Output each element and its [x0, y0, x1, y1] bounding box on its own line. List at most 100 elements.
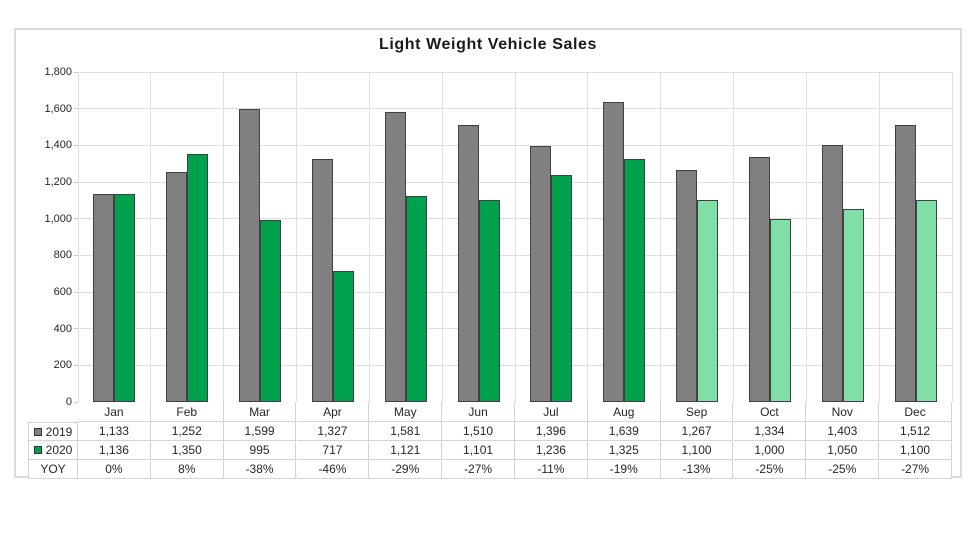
table-cell-2019-jan: 1,133 — [78, 422, 151, 441]
y-axis-label: 1,400 — [44, 139, 72, 152]
table-cell-2019-aug: 1,639 — [587, 422, 661, 441]
table-cell-yoy-feb: 8% — [150, 460, 224, 479]
month-header-nov: Nov — [806, 402, 880, 422]
y-axis-label: 1,800 — [44, 66, 72, 78]
row-header-label: 2020 — [45, 443, 73, 457]
bar-2019-may — [384, 112, 406, 402]
table-cell-2019-dec: 1,512 — [879, 422, 952, 441]
month-header-aug: Aug — [587, 402, 661, 422]
month-header-jun: Jun — [442, 402, 515, 422]
bar-2020-mar — [260, 220, 282, 402]
table-cell-yoy-jan: 0% — [78, 460, 151, 479]
table-cell-2019-mar: 1,599 — [223, 422, 297, 441]
y-axis-label: 200 — [53, 359, 72, 372]
table-cell-yoy-jul: -11% — [515, 460, 588, 479]
bar-2020-dec — [915, 200, 937, 402]
month-header-apr: Apr — [296, 402, 370, 422]
month-header-oct: Oct — [733, 402, 807, 422]
bar-2020-nov — [842, 209, 864, 402]
y-axis-tick — [74, 328, 78, 330]
table-cell-2019-may: 1,581 — [369, 422, 443, 441]
month-header-may: May — [369, 402, 443, 422]
gridline-v — [150, 72, 152, 402]
table-cell-2019-apr: 1,327 — [296, 422, 370, 441]
gridline-v — [514, 72, 516, 402]
bar-2020-aug — [624, 159, 646, 402]
month-header-jul: Jul — [515, 402, 588, 422]
chart-title: Light Weight Vehicle Sales — [378, 36, 598, 53]
y-axis-label: 1,000 — [44, 212, 72, 225]
y-axis-label: 800 — [53, 249, 72, 262]
y-axis-tick — [74, 254, 78, 256]
bar-2019-sep — [676, 170, 698, 402]
table-cell-2020-jan: 1,136 — [78, 441, 151, 460]
bar-2020-apr — [332, 271, 354, 402]
bar-2020-jul — [551, 175, 573, 402]
table-cell-2020-dec: 1,100 — [879, 441, 952, 460]
bar-2019-mar — [239, 109, 261, 402]
table-cell-2019-feb: 1,252 — [150, 422, 224, 441]
table-cell-2019-nov: 1,403 — [806, 422, 880, 441]
y-axis-label: 1,600 — [44, 102, 72, 115]
gridline-v — [441, 72, 443, 402]
chart-figure: Light Weight Vehicle Sales 0 200 400 600 800… — [14, 28, 962, 479]
bar-2020-jan — [114, 194, 136, 402]
gridline-v — [587, 72, 589, 402]
row-header-2020: 2020 — [28, 441, 78, 460]
table-cell-yoy-mar: -38% — [223, 460, 297, 479]
month-header-dec: Dec — [879, 402, 952, 422]
legend-marker-2019 — [33, 427, 42, 436]
row-header-label: 2019 — [45, 424, 73, 439]
table-cell-2019-oct: 1,334 — [733, 422, 807, 441]
y-axis-tick — [74, 181, 78, 183]
y-axis-tick — [74, 401, 78, 403]
table-cell-2020-jul: 1,236 — [515, 441, 588, 460]
table-cell-2020-feb: 1,350 — [150, 441, 224, 460]
month-header-feb: Feb — [150, 402, 224, 422]
table-cell-yoy-may: -29% — [369, 460, 443, 479]
table-cell-2019-jul: 1,396 — [515, 422, 588, 441]
gridline-v — [223, 72, 225, 402]
y-axis-tick — [74, 291, 78, 293]
bar-2019-aug — [603, 102, 625, 402]
row-header-2019: 2019 — [28, 422, 78, 441]
gridline-v — [951, 72, 953, 402]
table-cell-2020-jun: 1,101 — [442, 441, 515, 460]
bar-2019-jun — [457, 125, 479, 402]
bar-2020-oct — [769, 219, 791, 402]
table-cell-2020-sep: 1,100 — [660, 441, 734, 460]
y-axis-label: 1,200 — [44, 176, 72, 188]
data-table: Jan Feb Mar Apr May Jun Jul Aug Sep Oct Nov Dec 2019… — [28, 402, 952, 479]
gridline-v — [296, 72, 297, 402]
table-cell-yoy-jun: -27% — [442, 460, 515, 479]
y-axis-label: 0 — [65, 396, 72, 408]
y-axis-label: 600 — [53, 286, 72, 298]
y-axis-tick — [74, 218, 78, 220]
table-cell-2020-nov: 1,050 — [806, 441, 880, 460]
bar-2019-dec — [894, 125, 916, 402]
y-axis-tick — [74, 108, 78, 110]
table-cell-yoy-oct: -25% — [733, 460, 807, 479]
y-axis-label: 400 — [53, 322, 72, 335]
gridline-v — [733, 72, 734, 402]
table-cell-2020-apr: 717 — [296, 441, 370, 460]
table-cell-2020-mar: 995 — [223, 441, 297, 460]
month-header-jan: Jan — [78, 402, 151, 422]
bar-2019-feb — [166, 172, 188, 402]
month-header-mar: Mar — [223, 402, 297, 422]
row-header-yoy: YOY — [28, 460, 78, 479]
bar-2020-jun — [478, 200, 500, 402]
legend-marker-2020 — [33, 446, 42, 454]
month-header-sep: Sep — [660, 402, 734, 422]
bar-2019-oct — [748, 157, 770, 402]
table-cell-yoy-sep: -13% — [660, 460, 734, 479]
bar-2019-jul — [530, 146, 552, 402]
table-cell-2020-aug: 1,325 — [587, 441, 661, 460]
row-header-label: YOY — [40, 462, 66, 476]
plot-area: 0 200 400 600 800 1,000 1,200 1,400 1,600 1,800 — [44, 66, 953, 408]
y-axis-tick — [74, 364, 78, 366]
gridline-v — [805, 72, 807, 402]
table-cell-2020-oct: 1,000 — [733, 441, 807, 460]
bar-2020-feb — [187, 154, 209, 402]
table-cell-2020-may: 1,121 — [369, 441, 443, 460]
